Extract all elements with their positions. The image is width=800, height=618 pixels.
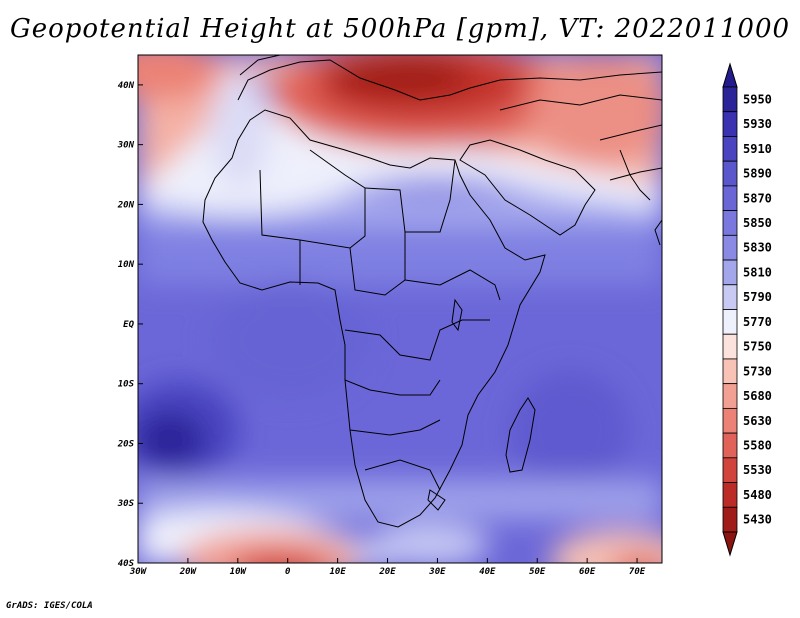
- colorbar: 5950 5930 5910 5890 5870 5850 5830 5810 5790 5770…: [722, 62, 772, 557]
- colorbar-swatch: [722, 432, 738, 459]
- x-tick-label: 0: [285, 567, 291, 577]
- colorbar-level-label: 5580: [743, 438, 772, 452]
- x-tick-label: 30W: [129, 567, 148, 577]
- x-tick-label: 20E: [378, 567, 396, 577]
- x-tick-label: 50E: [529, 567, 546, 577]
- x-tick-label: 20W: [179, 567, 198, 577]
- y-tick-label: 30N: [117, 141, 135, 151]
- colorbar-swatch: [722, 506, 738, 533]
- colorbar-level-label: 5790: [743, 290, 772, 304]
- x-tick-label: 70E: [629, 567, 646, 577]
- y-tick-label: 40N: [118, 81, 135, 91]
- colorbar-swatch: [722, 383, 738, 409]
- colorbar-swatch: [722, 210, 738, 236]
- colorbar-bottom-arrow: [722, 531, 738, 557]
- colorbar-swatch: [722, 358, 738, 385]
- colorbar-level-label: 5830: [743, 241, 772, 255]
- y-tick-label: 20S: [117, 439, 135, 449]
- colorbar-swatch: [722, 136, 738, 162]
- coastlines: [202, 55, 662, 528]
- colorbar-level-label: 5730: [743, 364, 772, 378]
- colorbar-swatch: [722, 111, 738, 137]
- colorbar-level-label: 5950: [743, 92, 772, 106]
- grads-credit: GrADS: IGES/COLA: [6, 601, 93, 611]
- colorbar-level-label: 5750: [743, 340, 772, 354]
- x-tick-label: 10E: [329, 567, 346, 577]
- y-tick-label: 40S: [118, 559, 135, 569]
- colorbar-swatch: [722, 160, 738, 187]
- colorbar-level-label: 5530: [743, 463, 772, 477]
- colorbar-swatch: [722, 482, 738, 508]
- y-tick-label: 20N: [117, 200, 135, 210]
- y-tick-label: 30S: [117, 499, 135, 509]
- x-tick-label: 10W: [230, 567, 248, 577]
- geopotential-field: [138, 55, 662, 563]
- colorbar-swatch: [722, 333, 738, 360]
- colorbar-swatch: [722, 259, 738, 286]
- colorbar-swatch: [722, 407, 738, 434]
- colorbar-swatch: [722, 234, 738, 261]
- colorbar-level-label: 5910: [743, 142, 772, 156]
- x-tick-label: 30E: [428, 567, 446, 577]
- x-axis: 30W 20W 10W 0 10E 20E 30E 40E 50E 60E 70E: [129, 558, 646, 577]
- chart-title: Geopotential Height at 500hPa [gpm], VT:…: [9, 14, 791, 44]
- colorbar-level-label: 5930: [743, 117, 772, 131]
- colorbar-level-label: 5850: [743, 216, 772, 230]
- colorbar-swatch: [722, 284, 738, 310]
- colorbar-level-label: 5890: [743, 167, 772, 181]
- y-axis: 40N 30N 20N 10N EQ 10S 20S 30S 40S: [117, 81, 143, 569]
- y-tick-label: 10N: [118, 260, 135, 270]
- y-tick-label: 10S: [118, 380, 135, 390]
- y-tick-label: EQ: [123, 320, 134, 330]
- colorbar-level-label: 5480: [743, 488, 772, 502]
- colorbar-swatch: [722, 86, 738, 113]
- colorbar-level-label: 5680: [743, 389, 772, 403]
- colorbar-swatch: [722, 457, 738, 483]
- x-tick-label: 60E: [579, 567, 596, 577]
- map-frame: [137, 54, 663, 564]
- colorbar-level-label: 5810: [743, 265, 772, 279]
- colorbar-swatch: [722, 185, 738, 212]
- colorbar-level-label: 5770: [743, 315, 772, 329]
- colorbar-swatch: [722, 309, 738, 335]
- x-tick-label: 40E: [479, 567, 496, 577]
- colorbar-top-arrow: [722, 62, 738, 88]
- colorbar-level-label: 5630: [743, 414, 772, 428]
- colorbar-level-label: 5870: [743, 191, 772, 205]
- colorbar-level-label: 5430: [743, 513, 772, 527]
